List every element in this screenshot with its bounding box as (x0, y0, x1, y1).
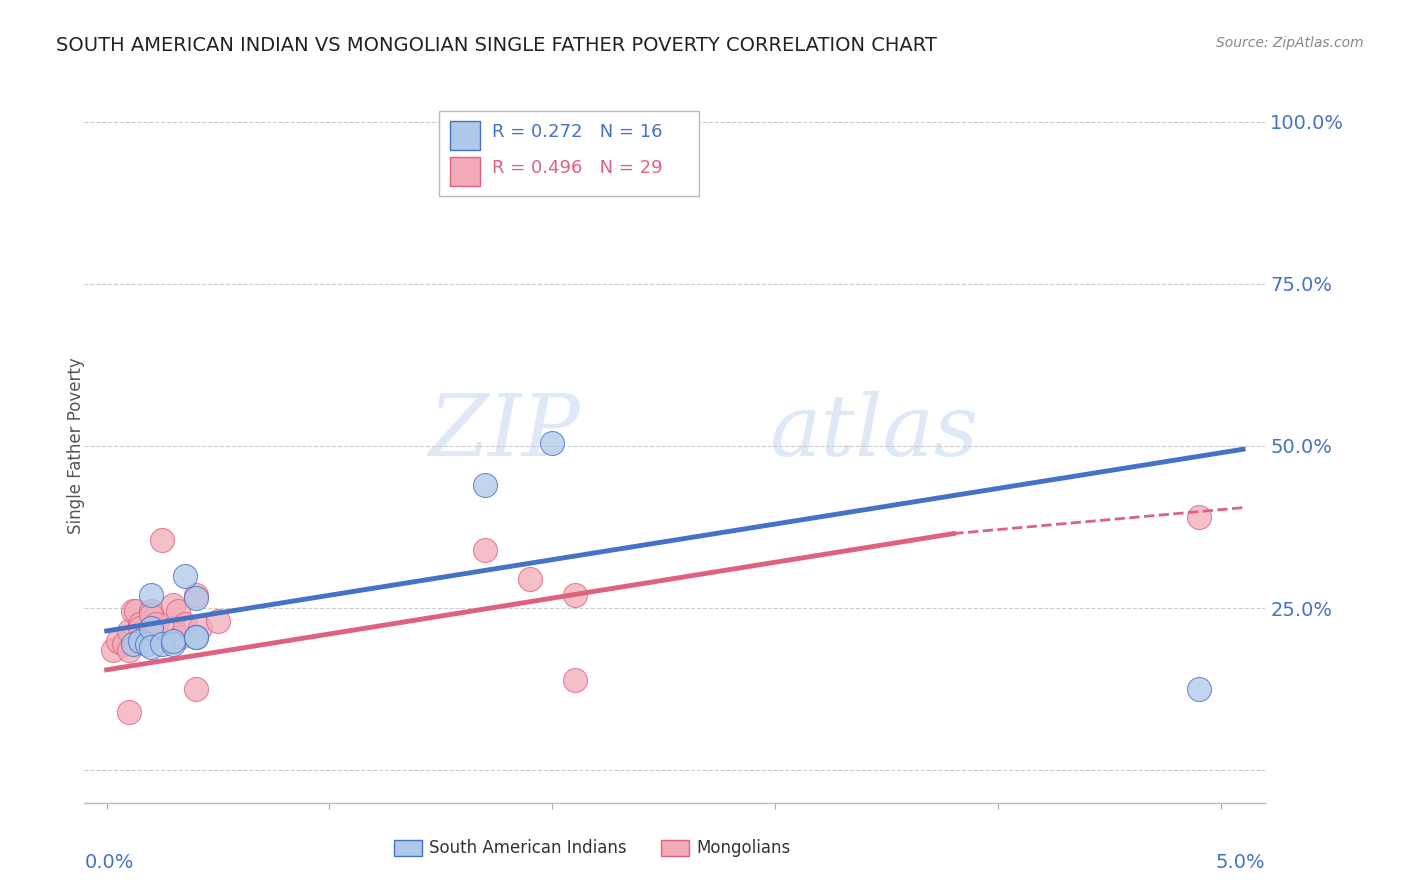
Point (150, 637, 173, 651)
Point (169, 631, 191, 645)
Point (184, 591, 207, 606)
Point (184, 631, 207, 645)
Text: Source: ZipAtlas.com: Source: ZipAtlas.com (1216, 36, 1364, 50)
Point (114, 637, 136, 651)
Text: ZIP: ZIP (429, 391, 581, 473)
Text: atlas: atlas (769, 391, 979, 473)
Point (118, 643, 141, 657)
Point (141, 621, 163, 635)
Point (135, 627, 157, 641)
Point (162, 621, 184, 635)
Point (162, 598, 184, 612)
Point (107, 633, 129, 648)
Point (141, 607, 163, 622)
Point (122, 637, 145, 651)
Point (118, 705, 141, 719)
Point (564, 588, 586, 602)
Bar (450, 121, 479, 150)
Point (129, 617, 152, 632)
Point (207, 614, 229, 628)
Point (129, 621, 152, 635)
Text: R = 0.272   N = 16: R = 0.272 N = 16 (492, 123, 662, 142)
Point (1187, 682, 1209, 697)
Point (173, 568, 195, 582)
Text: SOUTH AMERICAN INDIAN VS MONGOLIAN SINGLE FATHER POVERTY CORRELATION CHART: SOUTH AMERICAN INDIAN VS MONGOLIAN SINGL… (56, 36, 938, 54)
Y-axis label: Single Father Poverty: Single Father Poverty (67, 358, 84, 534)
Point (564, 673, 586, 687)
Point (122, 604, 145, 618)
Point (519, 572, 541, 586)
Text: 5.0%: 5.0% (1216, 853, 1265, 871)
Point (184, 682, 207, 697)
Point (1187, 510, 1209, 524)
Point (150, 533, 173, 547)
Point (103, 643, 125, 657)
Point (162, 633, 184, 648)
Point (541, 435, 564, 450)
Point (135, 637, 157, 651)
Point (141, 588, 163, 602)
Point (118, 624, 141, 638)
Point (184, 631, 207, 645)
Bar (450, 157, 479, 186)
Point (188, 621, 211, 635)
Text: Mongolians: Mongolians (696, 839, 790, 857)
Point (145, 617, 167, 632)
Point (141, 640, 163, 654)
Point (167, 604, 190, 618)
Text: South American Indians: South American Indians (429, 839, 627, 857)
FancyBboxPatch shape (439, 111, 699, 196)
Point (162, 637, 184, 651)
Point (474, 478, 496, 492)
Point (173, 617, 195, 632)
Point (184, 588, 207, 602)
Text: R = 0.496   N = 29: R = 0.496 N = 29 (492, 159, 662, 178)
Point (129, 633, 152, 648)
Point (474, 542, 496, 557)
Point (124, 604, 146, 618)
Point (141, 604, 163, 618)
Text: 0.0%: 0.0% (84, 853, 134, 871)
